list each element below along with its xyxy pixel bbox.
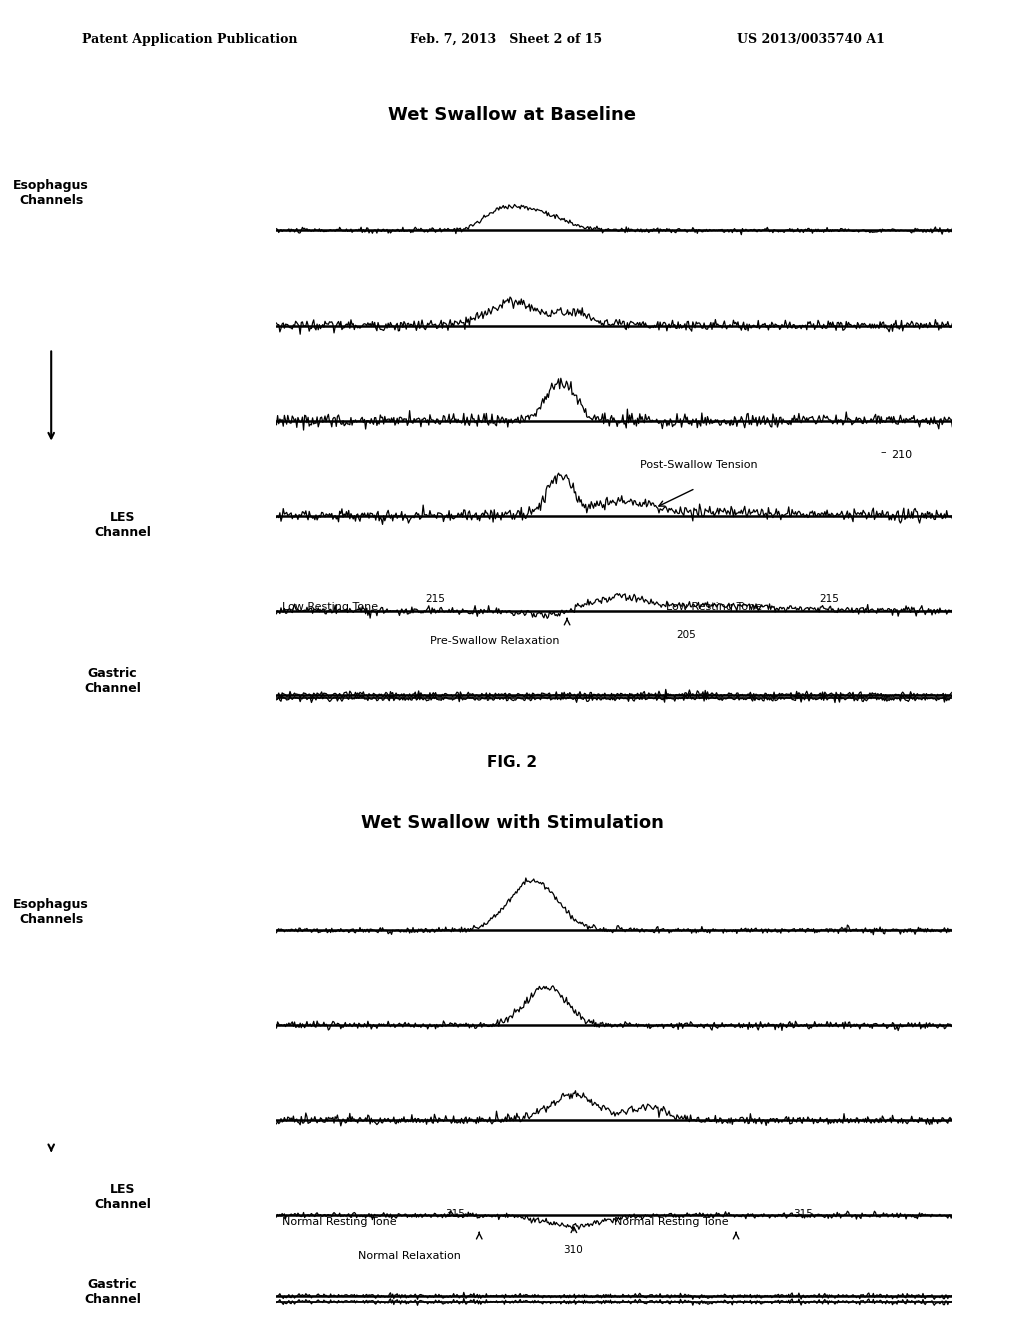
Text: FIG. 2: FIG. 2 bbox=[487, 755, 537, 770]
Text: 210: 210 bbox=[891, 450, 912, 459]
Text: Pre-Swallow Relaxation: Pre-Swallow Relaxation bbox=[430, 636, 559, 645]
Text: Wet Swallow at Baseline: Wet Swallow at Baseline bbox=[388, 106, 636, 124]
Text: 315: 315 bbox=[794, 1209, 813, 1218]
Text: 205: 205 bbox=[676, 630, 695, 639]
Text: LES
Channel: LES Channel bbox=[94, 1183, 152, 1212]
Text: Low Resting Tone: Low Resting Tone bbox=[666, 602, 762, 611]
Text: Post-Swallow Tension: Post-Swallow Tension bbox=[640, 461, 758, 470]
Text: US 2013/0035740 A1: US 2013/0035740 A1 bbox=[737, 33, 885, 46]
Text: Gastric
Channel: Gastric Channel bbox=[84, 1278, 141, 1307]
Text: Normal Resting Tone: Normal Resting Tone bbox=[282, 1217, 396, 1226]
Text: 215: 215 bbox=[819, 594, 839, 603]
Text: Esophagus
Channels: Esophagus Channels bbox=[13, 898, 89, 927]
Text: Normal Relaxation: Normal Relaxation bbox=[358, 1251, 461, 1262]
Text: 215: 215 bbox=[425, 594, 444, 603]
Text: Normal Resting Tone: Normal Resting Tone bbox=[614, 1217, 729, 1226]
Text: Patent Application Publication: Patent Application Publication bbox=[82, 33, 297, 46]
Text: Feb. 7, 2013   Sheet 2 of 15: Feb. 7, 2013 Sheet 2 of 15 bbox=[410, 33, 602, 46]
Text: Esophagus
Channels: Esophagus Channels bbox=[13, 178, 89, 207]
Text: 315: 315 bbox=[445, 1209, 465, 1218]
Text: 310: 310 bbox=[563, 1245, 583, 1255]
Text: –: – bbox=[881, 447, 886, 457]
Text: Gastric
Channel: Gastric Channel bbox=[84, 667, 141, 696]
Text: Wet Swallow with Stimulation: Wet Swallow with Stimulation bbox=[360, 814, 664, 833]
Text: Low Resting Tone: Low Resting Tone bbox=[282, 602, 378, 611]
Text: LES
Channel: LES Channel bbox=[94, 511, 152, 540]
